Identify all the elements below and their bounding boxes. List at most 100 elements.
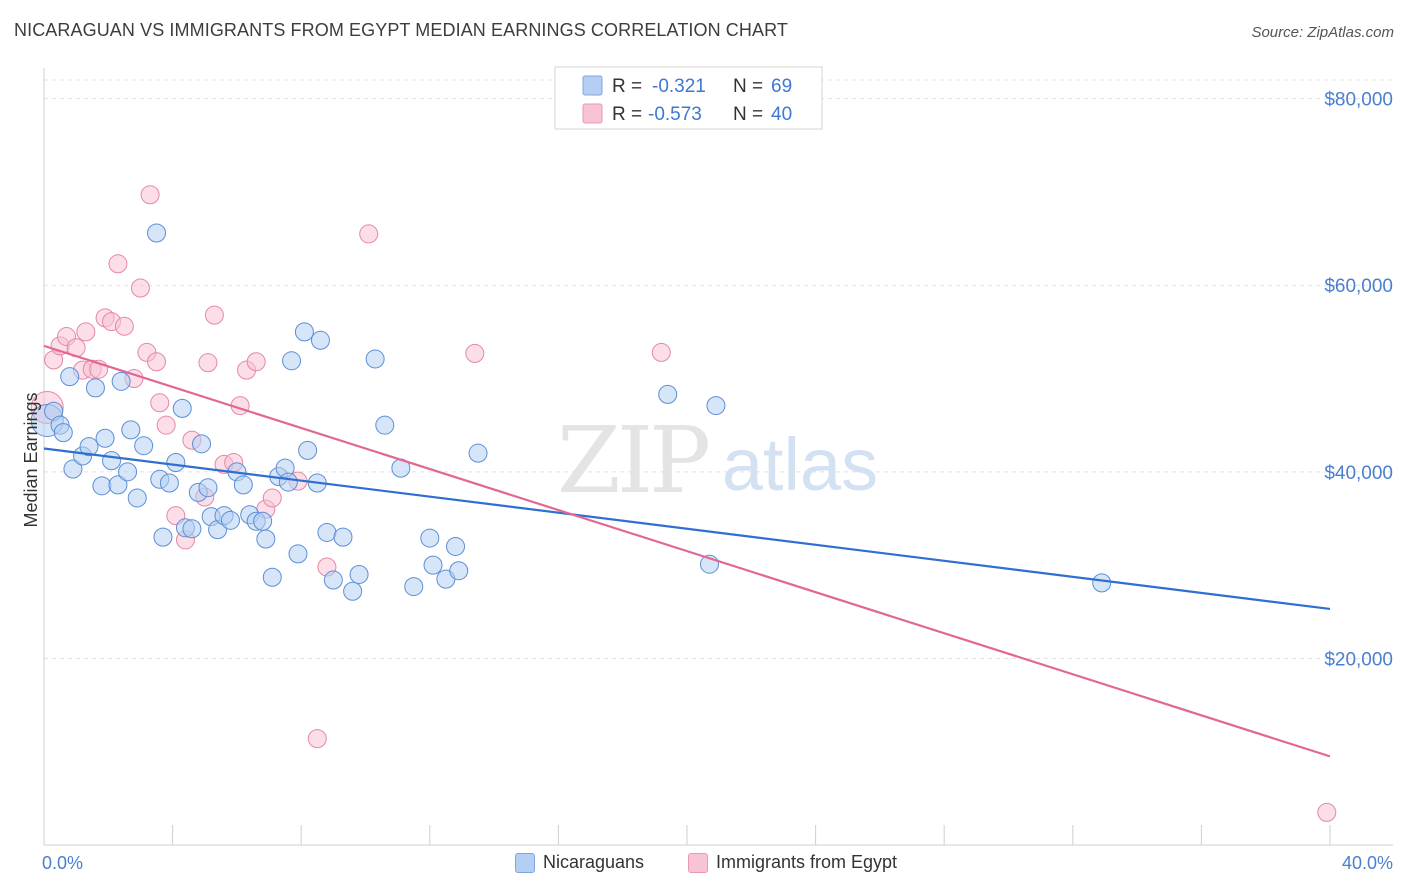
- point-nicaraguans: [333, 527, 353, 547]
- point-nicaraguans: [1092, 573, 1112, 593]
- axes: [43, 68, 1393, 846]
- point-nicaraguans: [256, 529, 276, 549]
- point-egypt: [204, 305, 224, 325]
- point-egypt: [307, 729, 327, 749]
- point-egypt: [198, 353, 218, 373]
- y-tick-label: $80,000: [1324, 90, 1393, 111]
- legend-n-value-2: 40: [771, 104, 792, 125]
- point-nicaraguans: [95, 428, 115, 448]
- point-nicaraguans: [166, 453, 186, 472]
- legend-n-label-2: N =: [733, 104, 763, 125]
- legend-swatch-egypt-bottom: [688, 852, 708, 873]
- y-tick-label: $60,000: [1324, 276, 1393, 297]
- point-nicaraguans: [147, 223, 167, 243]
- trend-lines: [43, 344, 1331, 758]
- point-egypt: [465, 343, 485, 363]
- point-nicaraguans: [343, 581, 363, 601]
- point-nicaraguans: [282, 351, 302, 371]
- point-nicaraguans: [63, 459, 83, 479]
- point-nicaraguans: [420, 528, 440, 548]
- point-egypt: [114, 316, 134, 336]
- point-nicaraguans: [121, 420, 141, 440]
- point-nicaraguans: [102, 451, 122, 471]
- point-nicaraguans: [92, 476, 112, 496]
- point-nicaraguans: [375, 415, 395, 435]
- point-nicaraguans: [294, 322, 314, 342]
- point-egypt: [76, 322, 96, 342]
- legend-top: R = -0.321 N = 69 R = -0.573 N = 40: [554, 66, 823, 130]
- watermark-atlas: atlas: [722, 423, 878, 506]
- legend-swatch-nicaraguans-bottom: [515, 852, 535, 873]
- point-nicaraguans: [468, 443, 488, 463]
- legend-r-label-2: R =: [612, 104, 642, 125]
- legend-r-label-1: R =: [612, 76, 642, 97]
- point-egypt: [140, 185, 160, 205]
- point-nicaraguans: [278, 472, 298, 492]
- point-nicaraguans: [658, 384, 678, 404]
- point-egypt: [147, 352, 167, 372]
- point-egypt: [150, 393, 170, 413]
- point-nicaraguans: [220, 510, 240, 530]
- point-egypt: [262, 488, 282, 508]
- point-nicaraguans: [288, 544, 308, 564]
- point-nicaraguans: [53, 423, 73, 443]
- legend-n-value-1: 69: [771, 76, 792, 97]
- legend-item-nicaraguans[interactable]: Nicaraguans: [515, 852, 644, 873]
- point-nicaraguans: [317, 522, 337, 542]
- point-nicaraguans: [349, 564, 369, 584]
- x-tick-label-max: 40.0%: [1342, 853, 1393, 873]
- point-nicaraguans: [298, 440, 318, 460]
- point-nicaraguans: [449, 561, 469, 581]
- legend-r-value-1: -0.321: [652, 76, 706, 97]
- point-nicaraguans: [79, 437, 99, 457]
- legend-swatch-nicaraguans: [582, 75, 603, 96]
- point-egypt: [156, 415, 176, 435]
- point-nicaraguans: [127, 488, 147, 508]
- point-nicaraguans: [182, 519, 202, 539]
- point-nicaraguans: [233, 475, 253, 495]
- point-nicaraguans: [159, 473, 179, 493]
- chart-title: NICARAGUAN VS IMMIGRANTS FROM EGYPT MEDI…: [14, 20, 788, 40]
- watermark: ZIP atlas: [557, 407, 878, 514]
- point-nicaraguans: [323, 570, 343, 590]
- legend-swatch-egypt: [582, 103, 603, 124]
- y-axis-label: Median Earnings: [21, 392, 41, 527]
- point-nicaraguans: [365, 349, 385, 369]
- point-egypt: [1317, 802, 1337, 822]
- tick-labels: $20,000 $40,000 $60,000 $80,000 0.0% 40.0%: [42, 90, 1393, 873]
- point-nicaraguans: [85, 378, 105, 398]
- point-nicaraguans: [198, 478, 218, 498]
- point-nicaraguans: [404, 577, 424, 597]
- point-egypt: [130, 278, 150, 298]
- watermark-zip: ZIP: [557, 407, 708, 514]
- point-nicaraguans: [111, 371, 131, 391]
- point-egypt: [246, 352, 266, 372]
- point-nicaraguans: [108, 475, 128, 495]
- point-nicaraguans: [253, 511, 273, 531]
- legend-label-egypt: Immigrants from Egypt: [716, 852, 898, 872]
- point-egypt: [108, 254, 128, 274]
- legend-item-egypt[interactable]: Immigrants from Egypt: [688, 852, 897, 873]
- x-tick-label-min: 0.0%: [42, 853, 83, 873]
- point-nicaraguans: [262, 567, 282, 587]
- point-nicaraguans: [134, 436, 154, 456]
- point-nicaraguans: [423, 555, 443, 575]
- point-nicaraguans: [192, 434, 212, 454]
- legend-bottom: Nicaraguans Immigrants from Egypt: [0, 852, 1406, 878]
- point-nicaraguans: [446, 536, 466, 556]
- point-nicaraguans: [118, 462, 138, 482]
- y-tick-label: $20,000: [1324, 649, 1393, 670]
- series-nicaraguans-points: [30, 223, 1112, 601]
- point-egypt: [651, 342, 671, 362]
- legend-label-nicaraguans: Nicaraguans: [543, 852, 645, 872]
- trend-line-egypt: [43, 344, 1331, 758]
- point-nicaraguans: [60, 367, 80, 387]
- legend-r-value-2: -0.573: [648, 104, 702, 125]
- source-credit: Source: ZipAtlas.com: [1251, 24, 1394, 41]
- legend-n-label-1: N =: [733, 76, 763, 97]
- point-nicaraguans: [310, 330, 330, 350]
- y-tick-label: $40,000: [1324, 463, 1393, 484]
- point-nicaraguans: [153, 527, 173, 547]
- point-nicaraguans: [706, 396, 726, 416]
